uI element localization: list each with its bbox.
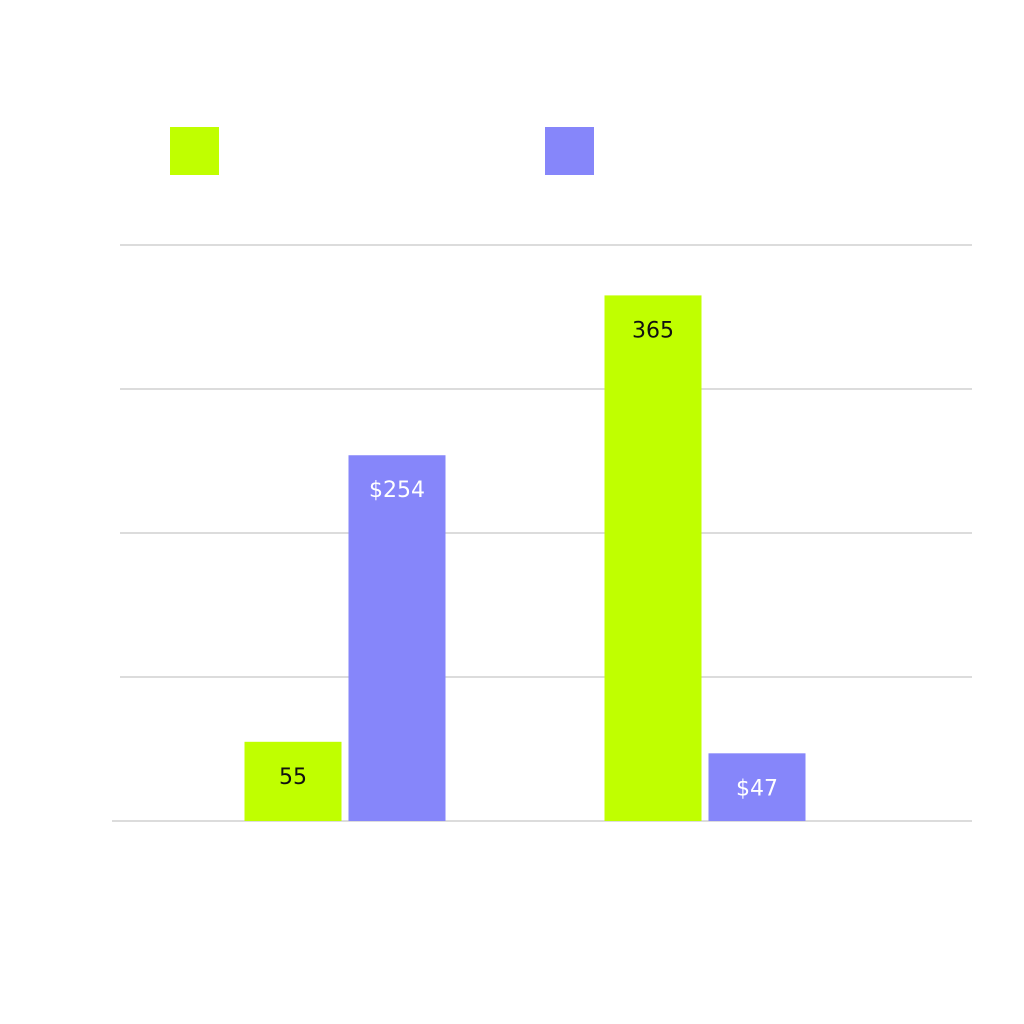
bar [604,295,702,821]
legend-swatch [170,127,219,175]
bar [244,741,342,821]
legend-swatch [545,127,594,175]
data-label: 55 [279,765,307,790]
bar [708,753,806,821]
bar [348,455,446,821]
data-label: $47 [736,776,778,801]
data-label: $254 [369,478,425,503]
data-label: 365 [632,318,674,343]
